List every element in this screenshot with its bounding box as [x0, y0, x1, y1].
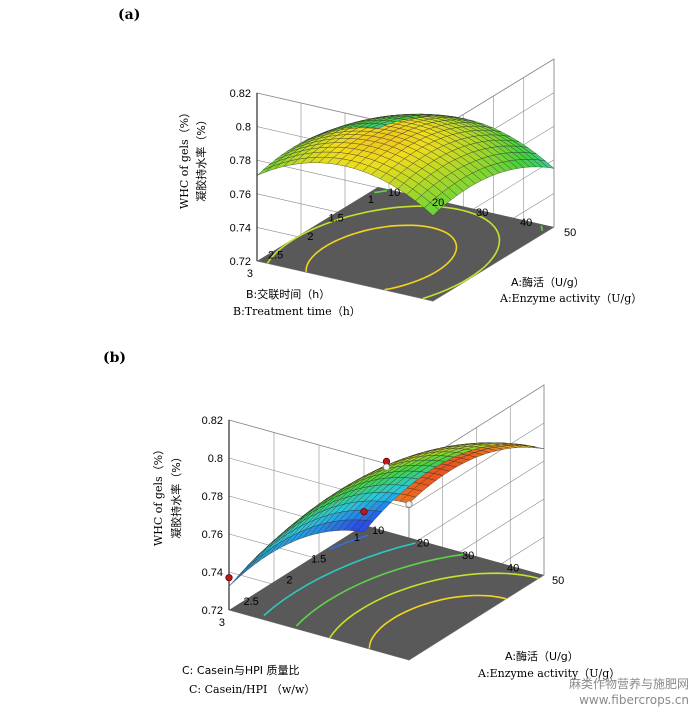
design-point — [382, 463, 391, 471]
contour-line — [329, 534, 369, 550]
y-axis-label-en-a: B:Treatment time（h） — [233, 305, 361, 318]
tick-labels-b: 0.72 0.74 0.76 0.78 0.8 0.82 10 20 30 40 50 1 1.5 2 2.… — [202, 415, 565, 629]
z-gridline — [228, 384, 545, 471]
y-axis-label-cn-a: B:交联时间（h） — [246, 287, 330, 301]
x-tick-label: 30 — [476, 207, 488, 219]
x-axis-label-cn-b: A:酶活（U/g） — [505, 650, 579, 663]
contour-line — [422, 277, 469, 300]
x-tick-label: 50 — [552, 575, 564, 587]
contour-line — [384, 270, 438, 291]
x-axis-label-cn-a: A:酶活（U/g） — [511, 276, 585, 289]
y-tick-label: 1 — [354, 532, 360, 544]
contour-floor-a — [257, 187, 554, 301]
watermark-text: 麻类作物营养与施肥网 — [569, 676, 689, 691]
y-tick-label: 2 — [307, 231, 313, 243]
z-tick-label: 0.76 — [230, 189, 251, 201]
z-axis-label-en-a: WHC of gels（%） — [178, 107, 191, 209]
x-tick-label: 10 — [372, 525, 384, 537]
surface-cell — [242, 557, 259, 575]
y-tick-label: 2.5 — [268, 250, 283, 262]
x-axis-label-en-a: A:Enzyme activity（U/g） — [499, 292, 642, 305]
chart-panel-b: (b) 0.72 0.74 0.76 0.78 0.8 0.82 10 20 30 40 50 1 1.… — [103, 350, 620, 696]
response-surface-b — [228, 442, 545, 587]
z-tick-label: 0.74 — [230, 222, 251, 234]
y-tick-label: 1.5 — [311, 553, 326, 565]
z-axis-label-cn-b: 凝胶持水率（%） — [169, 451, 183, 538]
floor-plane — [229, 525, 544, 660]
z-tick-label: 0.82 — [202, 415, 223, 427]
contour-line — [374, 189, 388, 194]
contour-line — [329, 572, 539, 639]
x-tick-label: 40 — [507, 563, 519, 575]
contour-line — [263, 542, 416, 617]
z-tick-label: 0.78 — [230, 155, 251, 167]
contour-floor-b — [229, 525, 544, 660]
x-tick-label: 50 — [564, 227, 576, 239]
x-tick-label: 20 — [417, 538, 429, 550]
tick-labels-a: 0.72 0.74 0.76 0.78 0.8 0.82 10 20 30 40 50 1 1.5 2 2.… — [230, 88, 577, 280]
surface-cell — [356, 520, 374, 532]
x-tick-label: 40 — [520, 217, 532, 229]
x-axis-label-en-b: A:Enzyme activity（U/g） — [477, 667, 620, 680]
contour-line — [540, 225, 544, 231]
panel-label-b: (b) — [103, 350, 126, 366]
z-axis-label-en-b: WHC of gels（%） — [152, 444, 165, 546]
design-point — [405, 500, 413, 508]
z-tick-label: 0.78 — [202, 491, 223, 503]
x-tick-label: 30 — [462, 550, 474, 562]
z-tick-label: 0.74 — [202, 567, 223, 579]
contour-line — [295, 553, 464, 627]
chart-panel-a: (a) 0.72 0.74 0.76 0.78 0.8 0.82 10 20 30 40 50 1 1.… — [118, 7, 642, 318]
z-tick-label: 0.72 — [202, 605, 223, 617]
z-tick-label: 0.76 — [202, 529, 223, 541]
z-tick-label: 0.82 — [230, 88, 251, 100]
y-axis-label-en-b: C: Casein/HPI （w/w） — [189, 683, 315, 696]
z-tick-label: 0.72 — [230, 256, 251, 268]
y-tick-label: 2.5 — [244, 596, 259, 608]
surface-cell — [249, 552, 266, 569]
y-tick-label: 1.5 — [329, 213, 344, 225]
x-tick-label: 10 — [388, 187, 400, 199]
y-tick-label: 2 — [286, 575, 292, 587]
y-axis-label-cn-b: C: Casein与HPI 质量比 — [182, 664, 299, 677]
z-axis-label-cn-a: 凝胶持水率（%） — [194, 114, 208, 201]
z-tick-label: 0.8 — [208, 453, 223, 465]
contour-line — [305, 224, 458, 273]
design-point — [225, 574, 233, 582]
watermark-url: www.fibercrops.cn — [579, 693, 689, 707]
z-tick-label: 0.8 — [236, 122, 251, 134]
surface-cell — [256, 166, 273, 176]
surface-cell — [371, 123, 388, 129]
y-tick-label: 3 — [219, 617, 225, 629]
panel-label-a: (a) — [118, 7, 140, 23]
y-tick-label: 1 — [368, 194, 374, 206]
response-surface-a — [256, 113, 555, 216]
x-tick-label: 20 — [432, 197, 444, 209]
y-tick-label: 3 — [247, 268, 253, 280]
design-point — [360, 508, 368, 516]
contour-line — [368, 594, 507, 649]
design-points-b — [225, 457, 413, 582]
